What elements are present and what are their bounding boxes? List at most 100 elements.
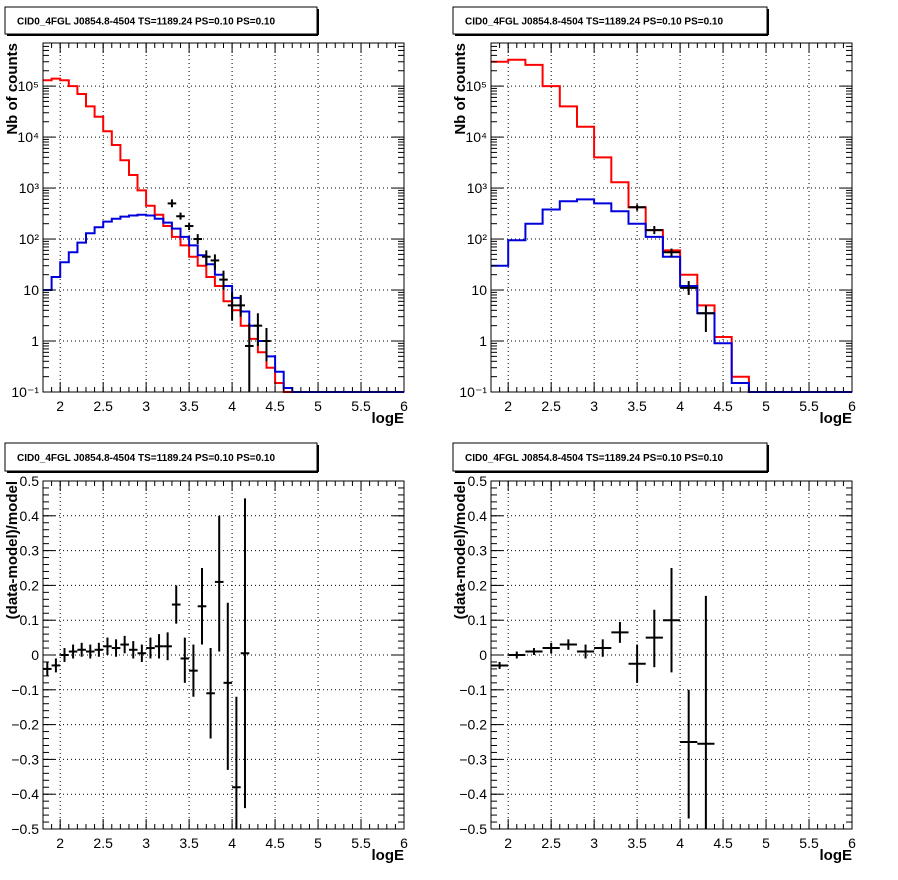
data-point	[227, 292, 237, 321]
data-points	[491, 568, 715, 829]
grid-lines	[43, 43, 404, 392]
data-point	[508, 651, 526, 659]
chart-title: CID0_4FGL J0854.8-4504 TS=1189.24 PS=0.1…	[465, 17, 723, 28]
data-point	[111, 639, 121, 657]
data-point	[85, 644, 95, 659]
y-tick-label: 0.2	[468, 577, 488, 593]
y-tick-label: 0.3	[20, 543, 40, 559]
x-tick-label: 2.5	[93, 835, 113, 851]
data-point	[184, 222, 194, 231]
data-point	[576, 644, 595, 659]
data-point	[60, 648, 69, 662]
chart-panel-2: 2 2.5 3 3.5 4 4.5 5 5.5 6 10⁻¹ 1 10 10² 10³ 10⁴ 10⁵ logE…	[452, 6, 856, 427]
y-tick-label: −0.3	[11, 751, 39, 767]
data-point	[154, 634, 164, 659]
y-tick-label: 0.5	[20, 473, 40, 489]
x-tick-label: 4	[228, 835, 236, 851]
y-tick-label: 10	[23, 282, 39, 298]
data-point	[628, 204, 646, 211]
data-point	[628, 644, 646, 683]
data-point	[223, 602, 233, 770]
x-tick-label: 3	[590, 835, 598, 851]
y-tick-label: 10³	[19, 180, 40, 196]
data-point	[697, 305, 715, 333]
x-tick-label: 6	[400, 398, 408, 414]
y-tick-label: 0	[479, 647, 487, 663]
data-point	[662, 248, 681, 257]
chart-title: CID0_4FGL J0854.8-4504 TS=1189.24 PS=0.1…	[17, 17, 275, 28]
y-axis-label: Nb of counts	[452, 43, 469, 135]
x-axis-ticks	[42, 43, 405, 392]
y-tick-label: 1	[31, 333, 39, 349]
data-point	[680, 281, 698, 295]
y-tick-label: 0.3	[468, 543, 488, 559]
y-tick-label: 0.2	[20, 577, 40, 593]
y-tick-label: −0.2	[11, 717, 39, 733]
data-point	[197, 568, 207, 645]
x-tick-label: 3.5	[627, 398, 647, 414]
data-point	[662, 568, 681, 673]
data-point	[236, 294, 245, 317]
x-tick-label: 4.5	[713, 398, 733, 414]
x-tick-label: 2	[504, 398, 512, 414]
data-point	[103, 637, 112, 655]
data-point	[214, 515, 224, 652]
y-tick-label: 1	[479, 333, 487, 349]
x-axis-label: logE	[820, 847, 853, 864]
x-tick-label: 4	[676, 835, 684, 851]
plot-area	[43, 43, 404, 392]
data-point	[210, 254, 220, 270]
y-tick-label: 0.4	[468, 508, 488, 524]
x-tick-label: 6	[848, 398, 856, 414]
y-tick-label: 0	[31, 647, 39, 663]
x-tick-label: 3.5	[627, 835, 647, 851]
x-axis-ticks	[42, 481, 405, 829]
data-point	[171, 585, 181, 624]
data-point	[240, 498, 250, 809]
x-tick-label: 3	[142, 398, 150, 414]
y-tick-label: 10⁴	[17, 129, 39, 145]
data-point	[77, 642, 86, 657]
y-tick-label: 10²	[467, 231, 488, 247]
chart-panel-3: 2 2.5 3 3.5 4 4.5 5 5.5 6 −0.5 −0.4 −0.3 −0.2 −0.1 0 0.…	[4, 442, 408, 864]
x-tick-label: 4.5	[713, 835, 733, 851]
y-tick-label: 10³	[467, 180, 488, 196]
data-point	[559, 639, 577, 650]
y-tick-label: 0.4	[20, 508, 40, 524]
data-point	[120, 635, 129, 654]
data-point	[645, 609, 663, 668]
y-tick-label: 0.5	[468, 473, 488, 489]
data-points	[167, 199, 271, 392]
data-point	[680, 689, 698, 819]
data-point	[219, 270, 228, 291]
y-tick-label: 10⁻¹	[459, 384, 487, 400]
x-tick-label: 2.5	[93, 398, 113, 414]
y-axis-ticks	[491, 45, 852, 393]
data-point	[525, 648, 543, 655]
data-points	[628, 204, 715, 333]
data-point	[128, 641, 138, 659]
x-tick-label: 5.5	[799, 398, 819, 414]
data-point	[137, 644, 147, 662]
data-point	[611, 621, 629, 643]
data-point	[206, 648, 215, 739]
data-point	[232, 696, 241, 829]
data-point	[594, 639, 612, 657]
y-tick-label: −0.3	[459, 751, 487, 767]
x-tick-label: 4.5	[265, 398, 285, 414]
y-tick-label: −0.1	[459, 682, 487, 698]
data-point	[645, 226, 663, 235]
x-tick-label: 6	[400, 835, 408, 851]
y-tick-label: −0.5	[11, 821, 39, 837]
plot-area	[491, 43, 852, 392]
y-axis-ticks	[491, 480, 852, 830]
x-axis-ticks	[490, 481, 853, 829]
data-point	[146, 637, 155, 659]
y-tick-label: 10⁵	[466, 78, 487, 94]
y-tick-label: 0.1	[468, 612, 488, 628]
x-tick-label: 2	[56, 398, 64, 414]
x-tick-label: 3	[590, 398, 598, 414]
chart-title-box	[4, 442, 318, 472]
y-tick-label: 10²	[19, 231, 40, 247]
